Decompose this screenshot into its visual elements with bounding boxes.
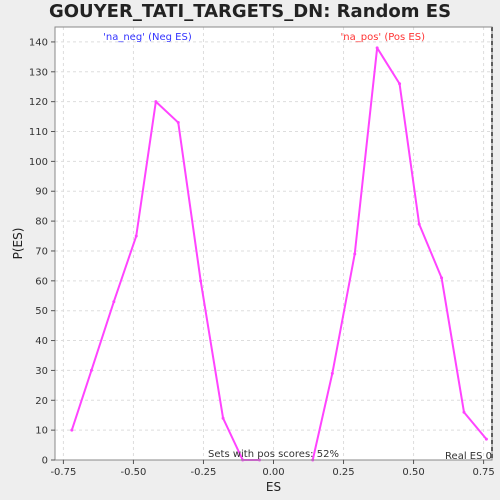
data-point xyxy=(89,368,93,372)
data-point xyxy=(221,416,225,420)
x-tick-label: 0.00 xyxy=(262,467,284,478)
data-point xyxy=(398,82,402,86)
data-point xyxy=(417,222,421,226)
data-point xyxy=(353,252,357,256)
real-es-label: Real ES 0 xyxy=(445,451,492,462)
data-point xyxy=(70,428,74,432)
y-tick-label: 50 xyxy=(35,306,48,317)
legend-neg-es: 'na_neg' (Neg ES) xyxy=(103,32,192,43)
y-tick-label: 80 xyxy=(35,217,48,228)
y-tick-label: 120 xyxy=(29,97,48,108)
x-tick-label: 0.75 xyxy=(472,467,494,478)
y-tick-label: 100 xyxy=(29,157,48,168)
data-point xyxy=(112,300,116,304)
x-tick-label: -0.50 xyxy=(120,467,146,478)
y-tick-label: 60 xyxy=(35,276,48,287)
x-axis-title: ES xyxy=(266,480,281,494)
data-point xyxy=(154,100,158,104)
data-point xyxy=(199,279,203,283)
data-point xyxy=(330,371,334,375)
y-tick-label: 10 xyxy=(35,426,48,437)
x-tick-label: 0.50 xyxy=(402,467,424,478)
y-tick-label: 130 xyxy=(29,67,48,78)
data-point xyxy=(134,234,138,238)
axis-layer: 0 10 20 30 40 50 60 70 80 90 100 110 120 130 140 -0.75 -… xyxy=(29,37,495,478)
x-tick-label: -0.25 xyxy=(191,467,217,478)
data-point xyxy=(176,121,180,125)
y-tick-label: 110 xyxy=(29,127,48,138)
y-tick-label: 90 xyxy=(35,187,48,198)
grid-layer xyxy=(55,27,492,461)
data-point xyxy=(440,276,444,280)
y-tick-label: 30 xyxy=(35,366,48,377)
data-point xyxy=(462,410,466,414)
y-tick-label: 20 xyxy=(35,396,48,407)
series-line-0 xyxy=(70,100,260,461)
x-tick-label: 0.25 xyxy=(332,467,354,478)
y-axis-title: P(ES) xyxy=(11,228,25,260)
y-tick-label: 70 xyxy=(35,246,48,257)
legend-pos-es: 'na_pos' (Pos ES) xyxy=(341,32,426,43)
pos-scores-annotation: Sets with pos scores: 52% xyxy=(208,449,339,460)
data-point xyxy=(484,437,488,441)
data-point xyxy=(375,46,379,50)
x-tick-label: -0.75 xyxy=(50,467,76,478)
y-tick-label: 0 xyxy=(42,456,48,467)
y-tick-label: 140 xyxy=(29,37,48,48)
y-tick-label: 40 xyxy=(35,336,48,347)
